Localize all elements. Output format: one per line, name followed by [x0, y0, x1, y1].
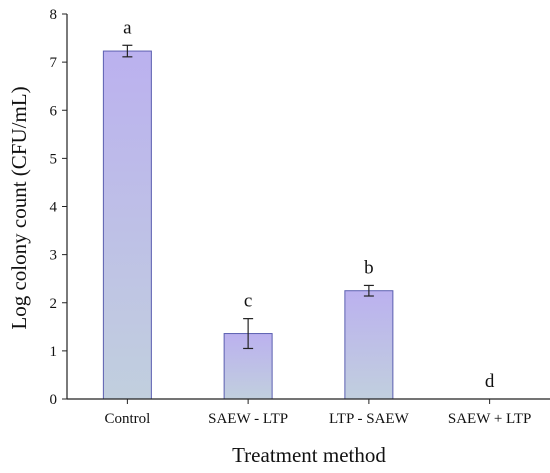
error-bars-layer [122, 44, 374, 350]
y-tick-labels: 0 1 2 3 4 5 6 7 8 [50, 7, 58, 408]
y-tick-label: 3 [50, 248, 58, 264]
x-tick-labels: Control SAEW - LTP LTP - SAEW SAEW + LTP [104, 411, 531, 427]
axes-layer [62, 13, 550, 404]
x-axis-title: Treatment method [232, 443, 386, 467]
x-tick-label: LTP - SAEW [329, 411, 410, 427]
significance-labels-layer: a c b d [123, 17, 495, 392]
bar [344, 290, 394, 400]
y-axis-title: Log colony count (CFU/mL) [7, 86, 31, 329]
x-tick-label: SAEW + LTP [448, 411, 531, 427]
y-tick-label: 6 [50, 103, 58, 119]
significance-label: d [485, 371, 495, 392]
y-tick-label: 1 [50, 344, 58, 360]
significance-label: a [123, 17, 132, 38]
significance-label: c [244, 291, 252, 312]
y-tick-label: 7 [50, 55, 58, 71]
x-tick-label: Control [104, 411, 150, 427]
y-tick-label: 2 [50, 296, 58, 312]
y-tick-label: 4 [50, 200, 58, 216]
y-tick-label: 5 [50, 151, 58, 167]
x-tick-label: SAEW - LTP [208, 411, 288, 427]
significance-label: b [364, 257, 374, 278]
y-tick-label: 0 [50, 392, 58, 408]
bar [102, 50, 152, 400]
y-tick-label: 8 [50, 7, 58, 23]
